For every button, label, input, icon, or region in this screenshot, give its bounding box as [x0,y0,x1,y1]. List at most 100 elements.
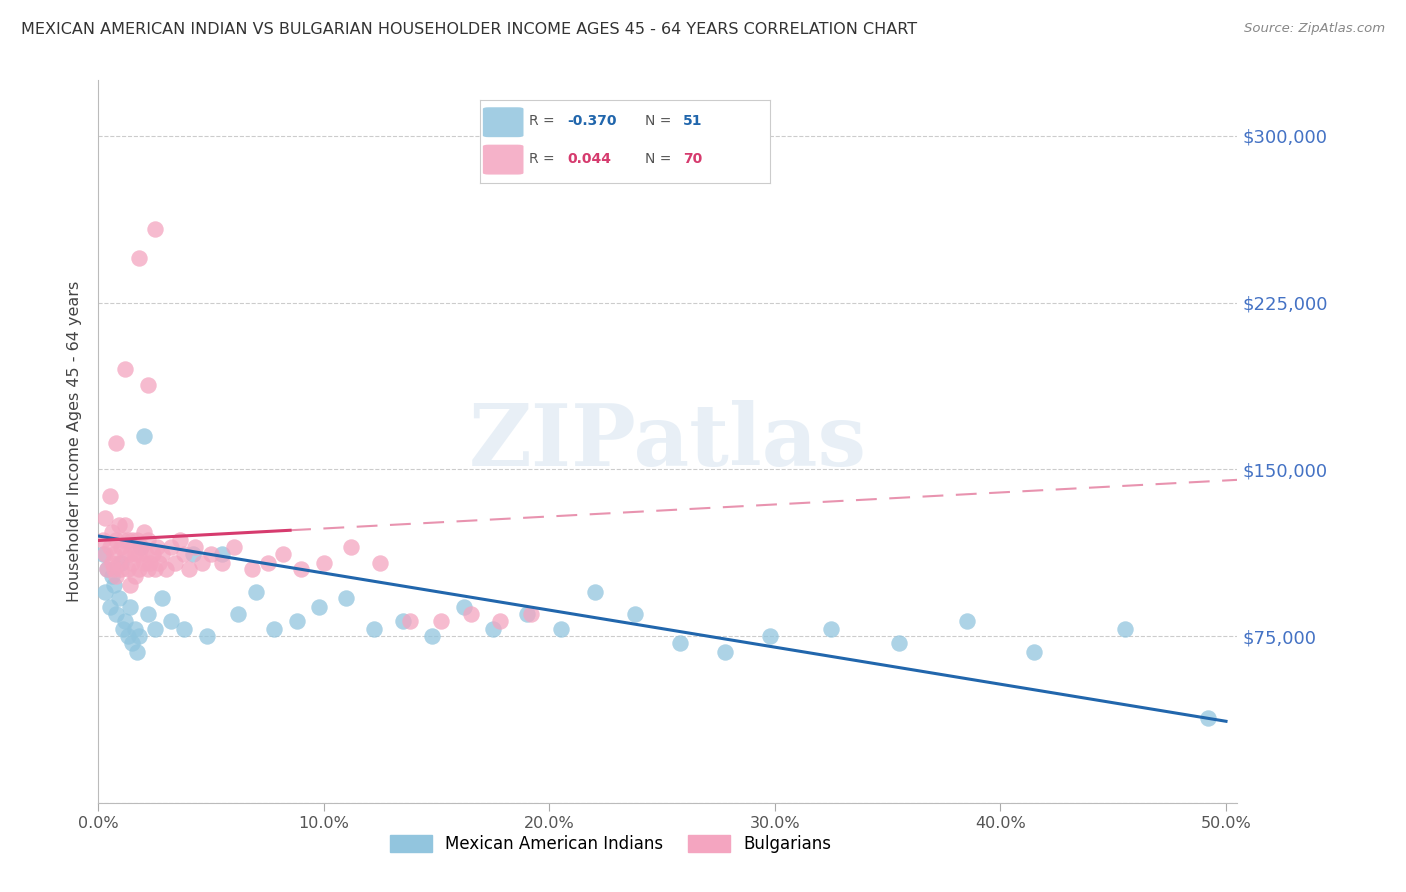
Point [136,377,159,392]
Point [482,623,505,637]
Point [132,429,155,443]
Point [200,547,222,561]
Point [263,623,285,637]
Point [211,556,233,570]
Point [98,600,121,615]
Point [105,607,128,621]
Point [256,556,278,570]
Point [150,547,173,561]
Point [173,547,195,561]
Point [136,562,159,576]
Point [759,629,782,643]
Point [117,562,139,576]
Point [143,623,166,637]
Point [121,636,143,650]
Point [141,547,163,561]
Point [173,623,195,637]
Point [177,562,200,576]
Legend: Mexican American Indians, Bulgarians: Mexican American Indians, Bulgarians [384,828,838,860]
Point [340,540,363,554]
Point [112,533,135,548]
Point [101,556,124,570]
Point [240,562,263,576]
Text: MEXICAN AMERICAN INDIAN VS BULGARIAN HOUSEHOLDER INCOME AGES 45 - 64 YEARS CORRE: MEXICAN AMERICAN INDIAN VS BULGARIAN HOU… [21,22,917,37]
Point [155,562,177,576]
Point [105,533,128,548]
Point [150,591,173,606]
Point [211,547,233,561]
Point [143,562,166,576]
Point [887,636,910,650]
Point [420,629,443,643]
Point [118,547,141,561]
Point [392,614,415,628]
Point [181,547,204,561]
Point [132,556,155,570]
Point [285,614,308,628]
Point [453,600,475,615]
Point [91,547,114,561]
Point [121,556,143,570]
Point [129,540,152,554]
Point [191,556,214,570]
Point [94,547,117,561]
Point [128,562,150,576]
Point [165,556,187,570]
Point [195,629,218,643]
Point [430,614,453,628]
Point [98,540,121,554]
Point [273,547,295,561]
Point [118,578,141,592]
Point [114,362,136,376]
Point [159,540,181,554]
Point [124,569,146,583]
Point [114,614,136,628]
Point [148,556,170,570]
Point [226,607,249,621]
Point [136,533,159,548]
Point [98,489,121,503]
Point [103,578,125,592]
Point [820,623,842,637]
Point [139,556,162,570]
Point [516,607,538,621]
Point [624,607,647,621]
Point [1197,711,1219,725]
Point [159,614,181,628]
Point [128,547,150,561]
Point [101,524,124,539]
Point [335,591,357,606]
Point [143,222,166,236]
Point [956,614,979,628]
Point [132,524,155,539]
Point [110,540,132,554]
Point [107,591,129,606]
Point [489,614,512,628]
Point [114,547,136,561]
Point [128,629,150,643]
Point [290,562,312,576]
Point [136,607,159,621]
Point [1024,645,1046,659]
Point [94,584,117,599]
Point [308,600,330,615]
Point [107,517,129,532]
Point [245,584,267,599]
Text: ZIPatlas: ZIPatlas [468,400,868,483]
Point [117,629,139,643]
Point [96,562,118,576]
Point [398,614,420,628]
Point [583,584,606,599]
Point [96,562,118,576]
Point [135,547,157,561]
Point [146,540,169,554]
Point [91,533,114,548]
Point [368,556,391,570]
Point [114,517,136,532]
Point [103,547,125,561]
Point [125,533,148,548]
Point [118,600,141,615]
Point [110,556,132,570]
Y-axis label: Householder Income Ages 45 - 64 years: Householder Income Ages 45 - 64 years [67,281,83,602]
Point [124,547,146,561]
